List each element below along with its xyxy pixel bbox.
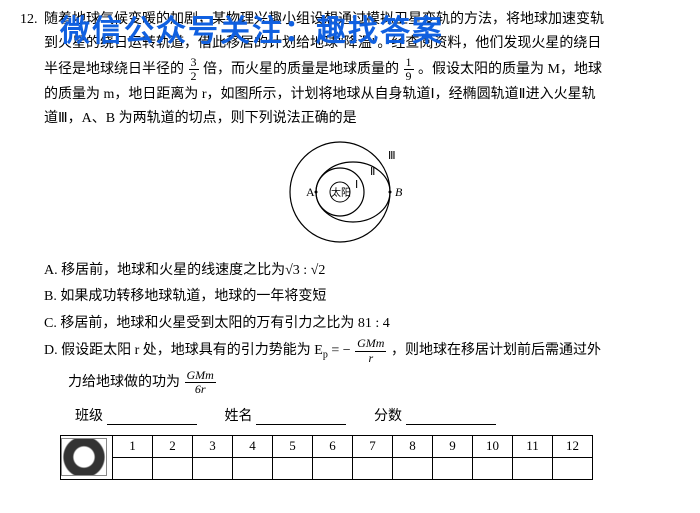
problem-body: 随着地球气候变暖的加剧，某物理兴趣小组设想通过模拟卫星变轨的方法，将地球加速变轨… (44, 8, 680, 131)
fraction: GMm6r (185, 369, 216, 396)
footer-labels: 班级 姓名 分数 (75, 405, 680, 425)
text-line: 倍，而火星的质量是地球质量的 (203, 62, 399, 77)
option-d-cont: 力给地球做的功为 GMm6r (68, 369, 680, 397)
fraction: GMmr (355, 337, 386, 364)
fraction: 32 (189, 56, 199, 83)
thumb-icon (61, 438, 107, 476)
table-row: 1 2 3 4 5 6 7 8 9 10 11 12 (61, 435, 593, 457)
col-head: 10 (473, 435, 513, 457)
col-head: 12 (553, 435, 593, 457)
col-head: 2 (153, 435, 193, 457)
col-head: 8 (393, 435, 433, 457)
col-head: 1 (113, 435, 153, 457)
col-head: 4 (233, 435, 273, 457)
thumb-cell (61, 435, 113, 479)
problem-number: 12. (20, 8, 44, 32)
col-head: 11 (513, 435, 553, 457)
col-head: 9 (433, 435, 473, 457)
svg-text:A: A (306, 185, 315, 199)
problem-block: 12. 随着地球气候变暖的加剧，某物理兴趣小组设想通过模拟卫星变轨的方法，将地球… (20, 8, 680, 131)
svg-text:Ⅱ: Ⅱ (370, 166, 375, 178)
svg-text:Ⅲ: Ⅲ (388, 150, 396, 162)
table-row (61, 457, 593, 479)
option-b: B. 如果成功转移地球轨道，地球的一年将变短 (44, 284, 680, 311)
col-head: 7 (353, 435, 393, 457)
text-line: 的质量为 m，地日距离为 r，如图所示，计划将地球从自身轨道Ⅰ，经椭圆轨道Ⅱ进入… (44, 87, 596, 102)
fraction: 19 (404, 56, 414, 83)
svg-text:Ⅰ: Ⅰ (355, 179, 358, 191)
score-label: 分数 (374, 405, 402, 425)
options-block: A. 移居前，地球和火星的线速度之比为√3 : √2 B. 如果成功转移地球轨道… (44, 258, 680, 397)
svg-text:太阳: 太阳 (331, 186, 351, 199)
text-line: 道Ⅲ，A、B 为两轨道的切点，则下列说法正确的是 (44, 111, 357, 126)
svg-text:B: B (395, 185, 403, 199)
col-head: 5 (273, 435, 313, 457)
col-head: 3 (193, 435, 233, 457)
answer-grid: 1 2 3 4 5 6 7 8 9 10 11 12 (60, 435, 593, 480)
text-line: 半径是地球绕日半径的 (44, 62, 184, 77)
option-d: D. 假设距太阳 r 处，地球具有的引力势能为 Ep = − GMmr ，则地球… (44, 337, 680, 365)
col-head: 6 (313, 435, 353, 457)
text-line: 。假设太阳的质量为 M，地球 (418, 62, 602, 77)
orbit-diagram: A B 太阳 Ⅰ Ⅱ Ⅲ (20, 137, 680, 252)
option-c: C. 移居前，地球和火星受到太阳的万有引力之比为 81 : 4 (44, 311, 680, 338)
option-a: A. 移居前，地球和火星的线速度之比为√3 : √2 (44, 258, 680, 285)
name-label: 姓名 (225, 405, 253, 425)
text-line: 随着地球气候变暖的加剧，某物理兴趣小组设想通过模拟卫星变轨的方法，将地球加速变轨 (44, 12, 604, 27)
class-label: 班级 (75, 405, 103, 425)
text-line: 到火星的绕日运转轨道，借此移居的计划给地球"降温"。经查阅资料，他们发现火星的绕… (44, 36, 601, 51)
